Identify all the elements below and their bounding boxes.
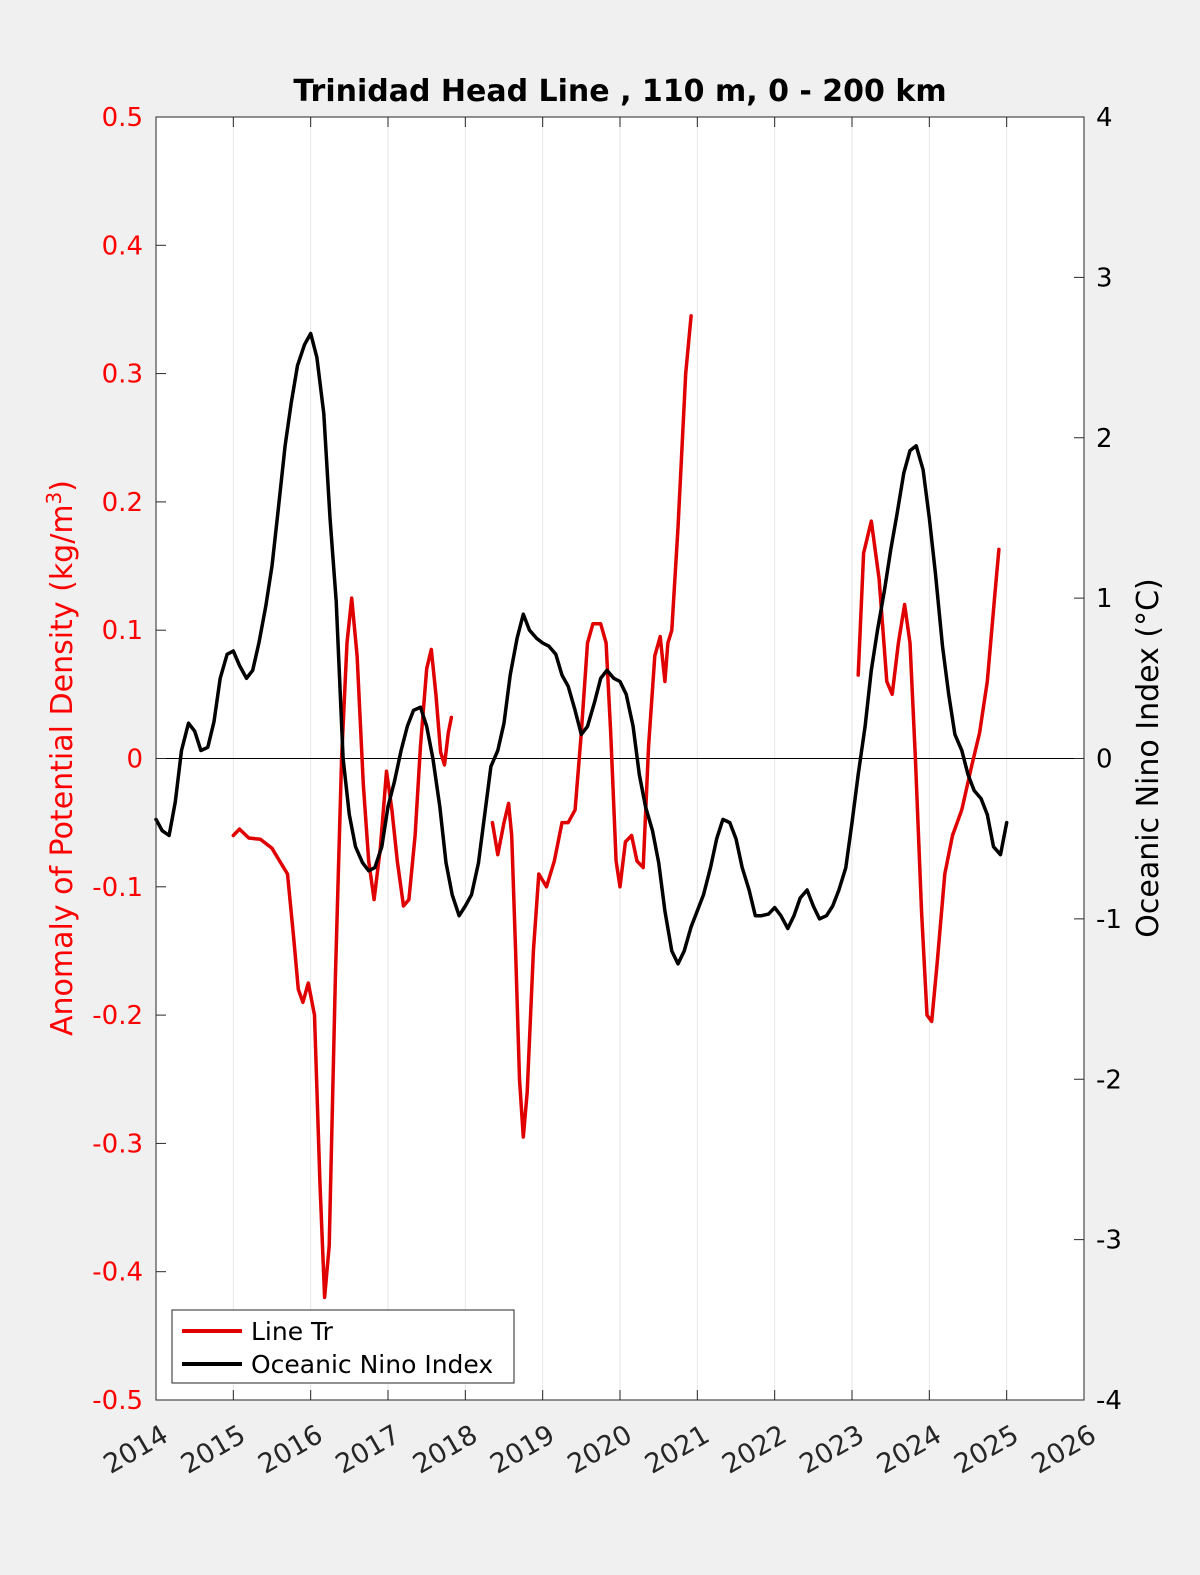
y-left-tick-label: -0.5 [92, 1386, 143, 1416]
y-right-tick-label: 2 [1096, 424, 1113, 454]
y-left-tick-label: -0.3 [92, 1129, 143, 1159]
y-left-axis-label: Anomaly of Potential Density (kg/m3) [42, 480, 80, 1036]
series-oceanic-nino-index [154, 331, 1009, 966]
y-right-tick-label: -4 [1096, 1386, 1122, 1416]
chart-title: Trinidad Head Line , 110 m, 0 - 200 km [293, 74, 946, 109]
legend: Line Tr Oceanic Nino Index [171, 1309, 515, 1384]
y-left-tick-label: -0.1 [92, 873, 143, 903]
legend-box [171, 1309, 515, 1384]
y-left-tick-label: 0.4 [102, 231, 143, 261]
y-right-tick-label: -3 [1096, 1226, 1122, 1256]
series-line-segment [856, 519, 1001, 1024]
series-line-tr [231, 314, 1001, 1300]
series-layer [154, 314, 1009, 1300]
y-left-tick-label: 0.2 [102, 488, 143, 518]
y-right-axis-label: Oceanic Nino Index (°C) [1131, 578, 1166, 938]
y-right-tick-label: 4 [1096, 103, 1113, 133]
y-left-tick-label: 0 [126, 745, 143, 775]
left-axis-ticks: -0.5 -0.4 -0.3 -0.2 -0.1 0 0.1 0.2 0.3 0.4 0.5 [92, 103, 166, 1416]
y-left-label-main: Anomaly of Potential Density (kg/m [45, 504, 80, 1036]
y-right-tick-label: 3 [1096, 263, 1113, 293]
y-right-tick-label: 1 [1096, 584, 1113, 614]
y-left-tick-label: 0.5 [102, 103, 143, 133]
right-axis-ticks: -4 -3 -2 -1 0 1 2 3 4 [1074, 103, 1122, 1416]
series-line-segment [154, 331, 1009, 966]
series-line-segment [231, 596, 454, 1300]
legend-label-oceanic-nino-index: Oceanic Nino Index [251, 1350, 493, 1379]
legend-label-line-tr: Line Tr [251, 1317, 334, 1346]
y-left-tick-label: 0.3 [102, 360, 143, 390]
y-right-tick-label: -1 [1096, 905, 1122, 935]
y-right-tick-label: -2 [1096, 1065, 1122, 1095]
y-left-label-close: ) [45, 480, 80, 492]
y-right-tick-label: 0 [1096, 745, 1113, 775]
y-left-tick-label: -0.4 [92, 1258, 143, 1288]
series-line-segment [490, 314, 693, 1139]
y-left-label-superscript: 3 [42, 492, 66, 505]
y-left-tick-label: -0.2 [92, 1001, 143, 1031]
y-left-tick-label: 0.1 [102, 616, 143, 646]
